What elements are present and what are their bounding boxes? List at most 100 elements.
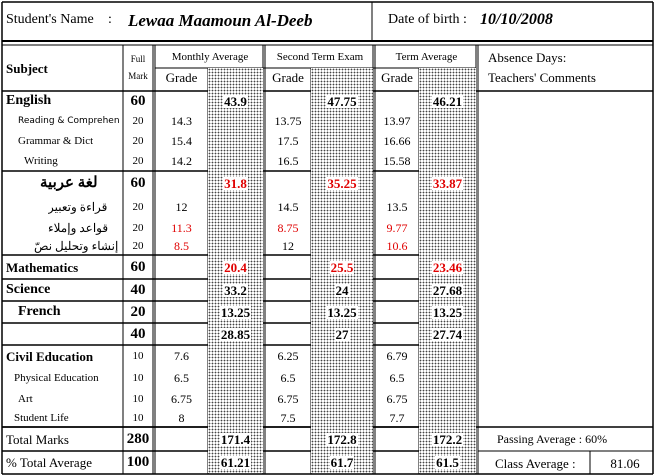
teachers-comments-label: Teachers' Comments: [488, 70, 596, 85]
student-name-label: Student's Name: [6, 12, 94, 27]
grade-cell: [265, 255, 311, 279]
grade-cell: [155, 451, 208, 473]
full-mark-cell: 20: [123, 237, 153, 255]
grade-cell: 13.5: [375, 195, 419, 219]
full-mark-cell: 10: [123, 367, 153, 389]
average-cell-text: 172.8: [326, 431, 358, 447]
full-mark-cell: 10: [123, 345, 153, 367]
grade-cell: 7.5: [265, 409, 311, 427]
grade-cell-text: 13.5: [386, 200, 408, 214]
grade-cell: 8: [155, 409, 208, 427]
monthly-average-header: Monthly Average: [171, 50, 249, 63]
grade-cell-text: 12: [175, 200, 188, 214]
average-cell-text: 31.8: [223, 175, 248, 191]
average-cell: 61.7: [311, 451, 373, 473]
grade-cell: 6.25: [265, 345, 311, 367]
grade-cell: 10.6: [375, 237, 419, 255]
grade-cell: 6.79: [375, 345, 419, 367]
average-cell-text: 28.85: [219, 326, 252, 342]
subject-cell: Physical Education: [14, 371, 99, 384]
average-cell: 61.21: [208, 451, 263, 473]
grade-cell-text: 12: [282, 239, 294, 253]
grade-cell: 15.58: [375, 151, 419, 171]
full-mark-cell-text: 20: [132, 239, 144, 252]
grade-cell: 6.5: [155, 367, 208, 389]
subject-cell: Writing: [24, 154, 58, 167]
grade-cell: [155, 255, 208, 279]
subject-cell: Reading & Comprehen: [18, 115, 120, 126]
full-mark-cell: 20: [123, 151, 153, 171]
average-cell-text: 13.25: [326, 304, 358, 320]
full-mark-cell-text: 20: [130, 303, 146, 320]
grade-cell: 12: [155, 195, 208, 219]
average-cell: 61.5: [419, 451, 476, 473]
full-mark-cell-text: 10: [132, 371, 144, 384]
grade-cell-text: 8.75: [277, 221, 299, 235]
grade-cell: [265, 279, 311, 301]
average-cell: [419, 131, 476, 151]
average-cell: [311, 151, 373, 171]
full-mark-cell-text: 60: [130, 258, 146, 275]
average-cell: 27: [311, 323, 373, 345]
grade-cell: 14.5: [265, 195, 311, 219]
average-cell: 172.8: [311, 427, 373, 451]
average-cell: [419, 237, 476, 255]
grade-cell: 11.3: [155, 219, 208, 237]
grade-cell: [265, 301, 311, 323]
average-cell: 27.68: [419, 279, 476, 301]
average-cell: [311, 367, 373, 389]
full-mark-cell-text: 100: [126, 453, 150, 470]
full-mark-cell: 280: [123, 427, 153, 451]
average-cell-text: 33.87: [431, 175, 464, 191]
grade-cell: 7.6: [155, 345, 208, 367]
grade-cell-text: 15.4: [171, 134, 192, 148]
subject-cell: قواعد وإملاء: [48, 221, 109, 235]
full-mark-cell: 60: [123, 91, 153, 111]
subject-cell: Art: [18, 392, 33, 405]
full-mark-cell-text: 60: [130, 92, 146, 109]
average-cell-text: 47.75: [326, 93, 358, 109]
grade-cell-text: 6.75: [386, 392, 408, 406]
grade-cell-text: 6.5: [174, 371, 189, 385]
average-cell: 47.75: [311, 91, 373, 111]
average-cell: [208, 151, 263, 171]
full-mark-cell: 60: [123, 255, 153, 279]
average-cell: [208, 409, 263, 427]
grade-cell-text: 8: [178, 411, 185, 425]
full-mark-cell-text: 20: [132, 154, 144, 167]
full-mark-cell: 20: [123, 301, 153, 323]
grade-cell-text: 16.5: [277, 154, 299, 168]
grade-cell: 16.66: [375, 131, 419, 151]
average-cell: [311, 409, 373, 427]
average-cell-text: 35.25: [326, 175, 358, 191]
average-cell: [311, 111, 373, 131]
subject-cell: Student Life: [14, 411, 69, 424]
grade-cell: 9.77: [375, 219, 419, 237]
average-cell: [419, 409, 476, 427]
average-cell-text: 33.2: [223, 282, 248, 298]
second-term-grade-header: Grade: [272, 70, 304, 85]
subject-cell: قراءة وتعبير: [48, 200, 108, 214]
grade-cell: 13.97: [375, 111, 419, 131]
average-cell: 13.25: [311, 301, 373, 323]
average-cell: 28.85: [208, 323, 263, 345]
average-cell: 33.2: [208, 279, 263, 301]
full-mark-cell: 40: [123, 323, 153, 345]
grade-cell: [375, 279, 419, 301]
grade-cell-text: 17.5: [277, 134, 299, 148]
average-cell: 31.8: [208, 171, 263, 195]
average-cell: [419, 367, 476, 389]
term-grade-header: Grade: [381, 70, 413, 85]
grade-cell-text: 13.75: [274, 114, 302, 128]
average-cell: [208, 389, 263, 409]
full-mark-cell-text: 10: [132, 411, 144, 424]
average-cell-text: 27.74: [431, 326, 464, 342]
grade-cell: 6.75: [375, 389, 419, 409]
full-mark-cell-text: 20: [132, 134, 144, 147]
class-average-value: 81.06: [610, 455, 640, 471]
full-mark-cell: 20: [123, 111, 153, 131]
grade-cell: 12: [265, 237, 311, 255]
average-cell: 25.5: [311, 255, 373, 279]
average-cell: [419, 151, 476, 171]
full-mark-cell: 20: [123, 195, 153, 219]
